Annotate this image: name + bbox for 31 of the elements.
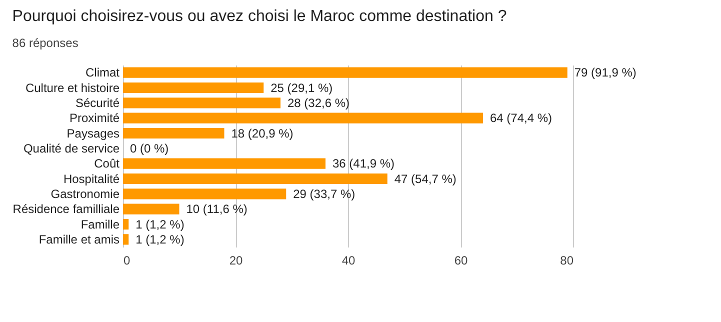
data-label: 36 (41,9 %)	[332, 156, 395, 171]
y-tick-label: Qualité de service	[23, 141, 120, 156]
data-label: 29 (33,7 %)	[293, 186, 356, 201]
x-tick-label: 40	[342, 254, 356, 268]
data-label: 28 (32,6 %)	[288, 96, 350, 110]
data-label: 79 (91,9 %)	[574, 66, 636, 80]
data-label: 18 (20,9 %)	[231, 126, 294, 140]
y-tick-label: Résidence familliale	[12, 202, 120, 216]
y-tick-label: Famille et amis	[38, 232, 120, 246]
x-tick-label: 20	[229, 254, 243, 268]
y-tick-label: Culture et histoire	[25, 80, 120, 95]
y-tick-label: Climat	[85, 66, 120, 80]
chart-subtitle: 86 réponses	[12, 36, 78, 50]
x-tick-label: 0	[124, 254, 130, 268]
y-tick-label: Paysages	[66, 126, 120, 140]
data-label: 10 (11,6 %)	[186, 202, 248, 216]
x-tick-label: 60	[454, 254, 468, 268]
y-tick-label: Gastronomie	[50, 186, 120, 201]
x-tick-label: 80	[560, 254, 574, 268]
y-tick-label: Hospitalité	[63, 172, 120, 186]
data-label: 1 (1,2 %)	[136, 232, 184, 246]
chart-title: Pourquoi choisirez-vous ou avez choisi le Maroc comme destination ?	[12, 8, 507, 25]
y-tick-label: Sécurité	[75, 96, 120, 110]
data-label: 64 (74,4 %)	[490, 111, 552, 126]
data-label: 47 (54,7 %)	[394, 172, 456, 186]
y-tick-label: Famille	[80, 217, 120, 232]
data-label: 1 (1,2 %)	[136, 217, 184, 232]
y-tick-label: Coût	[94, 156, 120, 171]
data-label: 0 (0 %)	[130, 141, 169, 156]
data-label: 25 (29,1 %)	[270, 80, 333, 95]
y-tick-label: Proximité	[69, 111, 120, 126]
